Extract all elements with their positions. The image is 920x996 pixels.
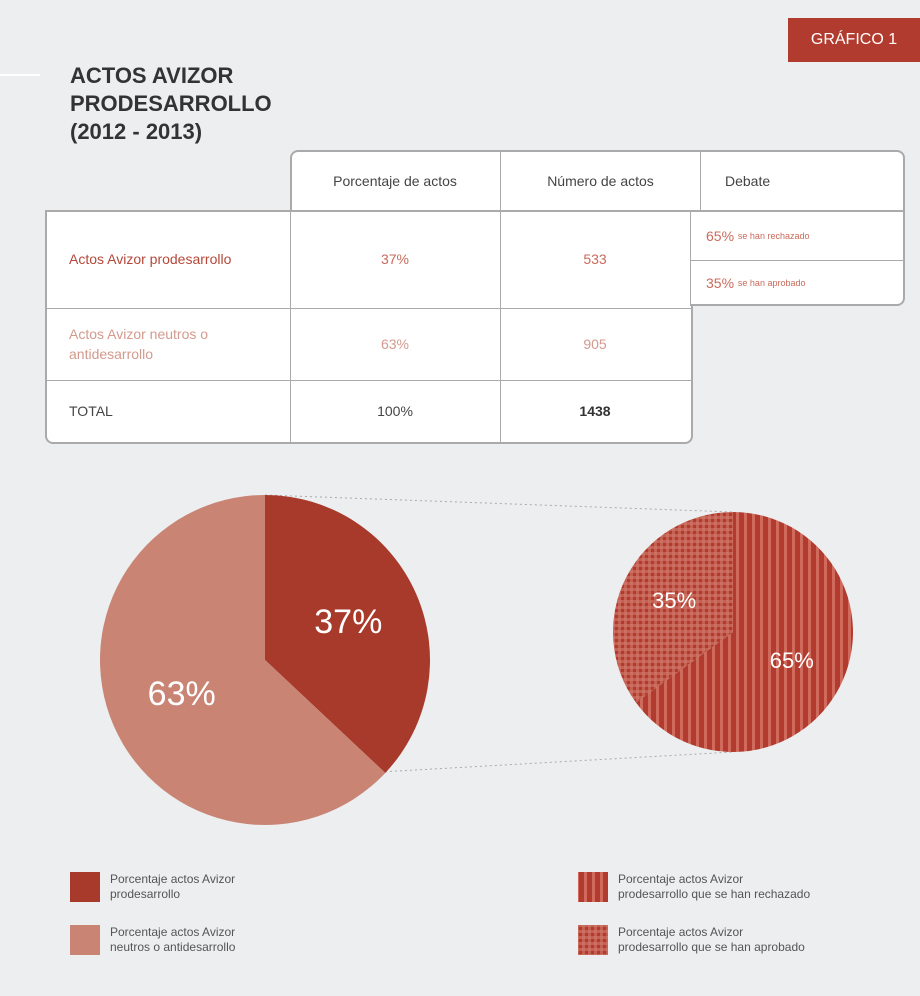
cell: 37%	[380, 251, 410, 267]
header-cell: Número de actos	[500, 152, 700, 210]
debate-text: se han aprobado	[737, 278, 806, 288]
body-box	[45, 210, 693, 444]
legend-swatch	[578, 925, 608, 955]
row-line	[45, 308, 693, 309]
cell: 1438	[579, 403, 611, 419]
title: ACTOS AVIZOR PRODESARROLLO (2012 - 2013)	[70, 62, 272, 146]
legend-swatch	[578, 872, 608, 902]
debate-cell: 65% se han rechazado	[692, 212, 904, 260]
slice-label: 37%	[314, 603, 382, 641]
debate-text: se han rechazado	[737, 231, 810, 241]
cell: 905	[583, 336, 607, 352]
cell: 63%	[380, 336, 410, 352]
pie-slice	[265, 495, 430, 773]
legend-label: Porcentaje actos Avizor prodesarrollo que…	[618, 925, 805, 954]
badge: GRÁFICO 1	[788, 18, 920, 62]
connector	[264, 494, 734, 513]
debate-pct: 65%	[706, 228, 735, 244]
cell: 533	[583, 251, 607, 267]
legend-label: Porcentaje actos Avizor prodesarrollo	[110, 872, 235, 901]
title-line: ACTOS AVIZOR	[70, 63, 234, 88]
row-label: Actos Avizor neutros o antidesarrollo	[69, 326, 209, 362]
rule	[0, 74, 40, 76]
row-line	[690, 260, 905, 261]
title-line: (2012 - 2013)	[70, 119, 203, 144]
slice-label: 35%	[652, 588, 696, 613]
legend-label: Porcentaje actos Avizor neutros o antides…	[110, 925, 236, 954]
legend-label: Porcentaje actos Avizor prodesarrollo que…	[618, 872, 810, 901]
debate-box	[690, 210, 905, 306]
pie-slice	[99, 495, 386, 826]
header-cell: Debate	[700, 152, 905, 210]
slice-label: 65%	[770, 648, 814, 673]
debate-cell: 35% se han aprobado	[692, 261, 904, 305]
row-label: TOTAL	[69, 403, 113, 419]
debate-pct: 35%	[706, 275, 735, 291]
col-line	[500, 210, 501, 444]
pie-slice	[613, 512, 733, 703]
header-box	[290, 150, 905, 210]
row-label: Actos Avizor prodesarrollo	[69, 251, 232, 267]
connector	[379, 751, 734, 773]
row-line	[45, 380, 693, 381]
legend-swatch	[70, 872, 100, 902]
col-line	[290, 210, 291, 444]
slice-label: 63%	[148, 675, 216, 713]
pie-slice	[635, 512, 853, 752]
title-line: PRODESARROLLO	[70, 91, 272, 116]
cell: 100%	[377, 403, 413, 419]
legend-swatch	[70, 925, 100, 955]
header-cell: Porcentaje de actos	[333, 173, 457, 189]
